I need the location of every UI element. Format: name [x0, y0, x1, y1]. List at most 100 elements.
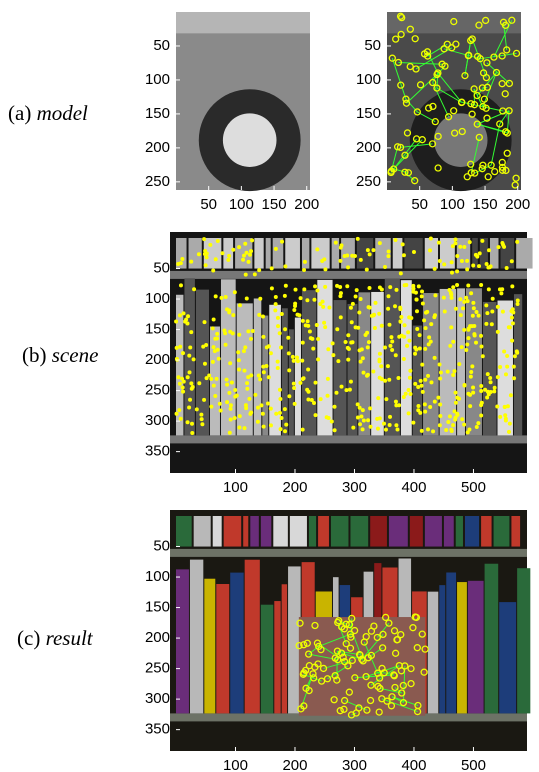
feature-point [418, 333, 422, 337]
book [466, 288, 482, 435]
feature-point [276, 360, 280, 364]
feature-point [338, 259, 342, 263]
feature-point [498, 365, 502, 369]
feature-point [188, 398, 192, 402]
feature-point [284, 284, 288, 288]
feature-point [181, 390, 185, 394]
feature-point [474, 310, 478, 314]
feature-point [503, 405, 507, 409]
feature-point [175, 412, 179, 416]
feature-point [477, 264, 481, 268]
feature-point [176, 375, 180, 379]
feature-point [393, 238, 397, 242]
panel-caption: (c) result [17, 626, 94, 650]
feature-point [388, 344, 392, 348]
feature-point [407, 339, 411, 343]
feature-point [276, 324, 280, 328]
feature-point [361, 427, 365, 431]
book [176, 569, 189, 713]
feature-point [415, 309, 419, 313]
y-tick-label: 150 [145, 105, 170, 122]
x-tick-label: 200 [282, 757, 307, 772]
feature-point [488, 376, 492, 380]
feature-point [231, 248, 235, 252]
feature-point [246, 329, 250, 333]
feature-point [339, 315, 343, 319]
feature-point [286, 336, 290, 340]
feature-point [335, 327, 339, 331]
feature-point [436, 396, 440, 400]
feature-point [226, 258, 230, 262]
feature-point [515, 240, 519, 244]
feature-point [186, 420, 190, 424]
feature-point [406, 330, 410, 334]
feature-point [365, 374, 369, 378]
feature-point [359, 414, 363, 418]
y-tick-label: 350 [145, 721, 170, 738]
feature-point [394, 423, 398, 427]
feature-point [359, 258, 363, 262]
x-tick-label: 400 [401, 757, 426, 772]
feature-point [428, 248, 432, 252]
feature-point [236, 350, 240, 354]
image-band [176, 12, 310, 33]
feature-point [438, 414, 442, 418]
feature-point [213, 349, 217, 353]
feature-point [398, 306, 402, 310]
feature-point [451, 285, 455, 289]
feature-point [416, 404, 420, 408]
feature-point [243, 426, 247, 430]
feature-point [437, 241, 441, 245]
feature-point [395, 427, 399, 431]
feature-point [203, 320, 207, 324]
book [204, 579, 215, 714]
feature-point [346, 265, 350, 269]
feature-point [306, 319, 310, 323]
feature-point [394, 288, 398, 292]
feature-point [471, 314, 475, 318]
feature-point [501, 310, 505, 314]
feature-point [356, 237, 360, 241]
book [350, 516, 368, 547]
feature-point [483, 388, 487, 392]
feature-point [306, 368, 310, 372]
feature-point [511, 321, 515, 325]
feature-point [182, 311, 186, 315]
feature-point [287, 351, 291, 355]
book [517, 568, 530, 713]
feature-point [187, 406, 191, 410]
feature-point [319, 397, 323, 401]
feature-point [338, 294, 342, 298]
feature-point [189, 260, 193, 264]
feature-point [431, 429, 435, 433]
feature-point [474, 341, 478, 345]
x-tick-label: 100 [223, 757, 248, 772]
feature-point [479, 334, 483, 338]
feature-point [331, 353, 335, 357]
feature-point [472, 306, 476, 310]
feature-point [256, 420, 260, 424]
feature-point [334, 241, 338, 245]
feature-point [478, 251, 482, 255]
feature-point [442, 262, 446, 266]
feature-point [267, 344, 271, 348]
feature-point [347, 347, 351, 351]
y-tick-label: 300 [145, 690, 170, 707]
feature-point [373, 326, 377, 330]
book [243, 516, 248, 547]
book [485, 564, 499, 714]
feature-point [454, 391, 458, 395]
panel-caption: (b) scene [22, 343, 98, 367]
feature-point [424, 326, 428, 330]
feature-point [495, 404, 499, 408]
feature-point [305, 388, 309, 392]
book [514, 294, 522, 435]
feature-point [416, 408, 420, 412]
feature-point [497, 245, 501, 249]
feature-point [241, 258, 245, 262]
feature-point [213, 394, 217, 398]
feature-point [323, 267, 327, 271]
feature-point [330, 420, 334, 424]
book [261, 516, 271, 547]
feature-point [269, 351, 273, 355]
